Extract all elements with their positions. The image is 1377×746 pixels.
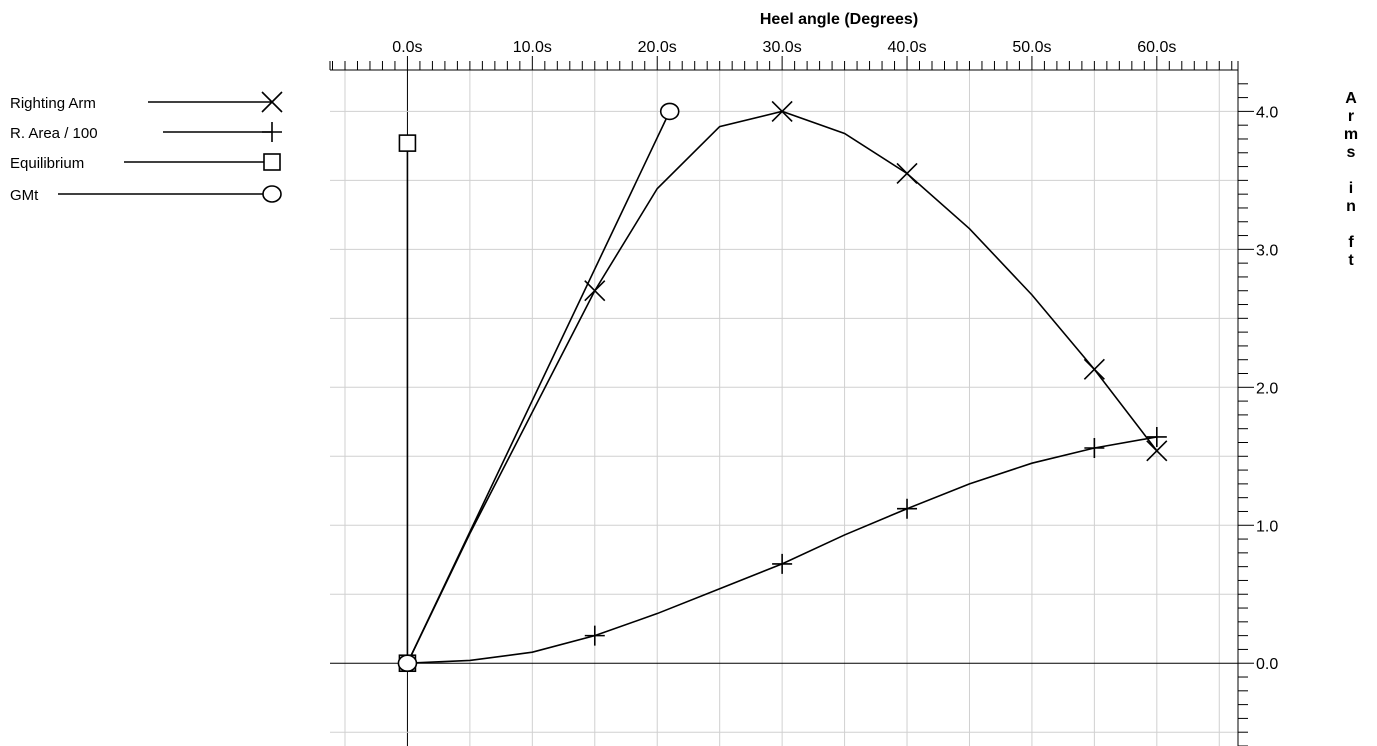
x-marker — [261, 91, 283, 113]
x-tick-label: 20.0s — [638, 39, 677, 56]
y-axis-title-letter: t — [1348, 252, 1354, 269]
plus-marker — [262, 122, 282, 142]
series-circle — [397, 102, 680, 673]
x-marker — [771, 100, 793, 122]
x-tick-label: 40.0s — [887, 39, 926, 56]
x-tick-label: 60.0s — [1137, 39, 1176, 56]
series-plus — [407, 426, 1167, 665]
circle-marker — [659, 102, 680, 121]
legend-item: R. Area / 100 — [10, 122, 282, 142]
legend-label: Equilibrium — [10, 155, 84, 172]
legend-item: GMt — [10, 185, 282, 204]
plus-marker — [897, 498, 918, 519]
legend-label: R. Area / 100 — [10, 125, 98, 142]
y-tick-label: 3.0 — [1256, 242, 1278, 259]
axes: 0.0s 10.0s 20.0s 30.0s 40.0s 50.0s 60.0s 0.0 1.0… — [329, 39, 1278, 746]
y-axis-title-letter: s — [1347, 144, 1356, 161]
legend-label: Righting Arm — [10, 95, 96, 112]
y-tick-label: 1.0 — [1256, 518, 1278, 535]
square-marker — [398, 134, 417, 152]
grid-lines — [330, 70, 1238, 746]
y-tick-label: 0.0 — [1256, 656, 1278, 673]
y-axis-title-letter: f — [1348, 234, 1354, 251]
x-tick-label: 10.0s — [513, 39, 552, 56]
legend-label: GMt — [10, 187, 39, 204]
series-square — [398, 134, 417, 673]
plus-marker — [772, 553, 793, 574]
circle-marker — [262, 185, 282, 203]
x-tick-label: 50.0s — [1012, 39, 1051, 56]
series-line — [406, 111, 671, 664]
plus-marker — [1084, 438, 1105, 459]
x-tick-label: 30.0s — [763, 39, 802, 56]
legend-item: Righting Arm — [10, 91, 283, 113]
plus-marker — [584, 625, 605, 646]
y-tick-label: 4.0 — [1256, 104, 1278, 121]
legend: Righting Arm R. Area / 100 Equilibrium GMt — [10, 91, 283, 204]
series-x — [406, 100, 1168, 664]
x-tick-label: 0.0s — [392, 39, 422, 56]
circle-marker — [397, 654, 418, 673]
y-axis-title-letter: m — [1344, 126, 1358, 143]
square-marker — [263, 153, 281, 171]
x-marker — [1146, 440, 1168, 462]
x-marker — [896, 162, 918, 185]
series-lines — [397, 100, 1168, 673]
y-tick-label: 2.0 — [1256, 380, 1278, 397]
legend-item: Equilibrium — [10, 153, 281, 172]
y-axis-title-letter: r — [1348, 108, 1354, 125]
y-axis-title-letter: A — [1345, 90, 1357, 107]
x-marker — [1083, 358, 1105, 380]
plus-marker — [1146, 426, 1167, 447]
y-axis-title-letter: i — [1349, 180, 1353, 197]
x-axis-title: Heel angle (Degrees) — [760, 11, 918, 28]
y-axis-title-letter: n — [1346, 198, 1356, 215]
